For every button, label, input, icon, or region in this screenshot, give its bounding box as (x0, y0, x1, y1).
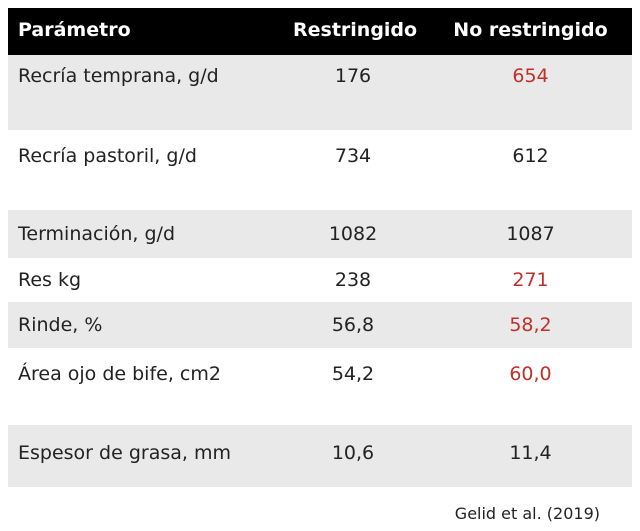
cell: 54,2 (331, 363, 375, 385)
cell: 1082 (328, 223, 378, 245)
header-row: Parámetro Restringido No restringido (8, 8, 632, 55)
cell: Recría temprana, g/d (18, 65, 219, 87)
table-row: Área ojo de bife, cm2 54,2 60,0 (8, 348, 632, 425)
header-cell: Parámetro (18, 19, 131, 41)
table-row: Espesor de grasa, mm 10,6 11,4 (8, 425, 632, 487)
table-row: Res kg 238 271 (8, 258, 632, 302)
cell: Res kg (18, 269, 82, 291)
header-cell: Restringido (293, 19, 418, 41)
cell: 58,2 (509, 314, 552, 336)
cell: Rinde, % (18, 314, 103, 336)
header-cell: No restringido (453, 19, 608, 41)
table-row: Terminación, g/d 1082 1087 (8, 210, 632, 258)
cell: 1087 (506, 223, 555, 245)
cell: Recría pastoril, g/d (18, 145, 197, 167)
source-note: Gelid et al. (2019) (454, 504, 600, 523)
cell: 56,8 (331, 314, 375, 336)
cell: 60,0 (509, 363, 552, 385)
cell: 612 (512, 145, 549, 167)
cell: 238 (334, 269, 372, 291)
cell: Espesor de grasa, mm (18, 442, 231, 464)
cell: 734 (334, 145, 372, 167)
cell: 10,6 (331, 442, 375, 464)
cell: 654 (512, 65, 549, 87)
cell: 176 (334, 65, 372, 87)
cell: 271 (512, 269, 549, 291)
table-row: Recría pastoril, g/d 734 612 (8, 130, 632, 210)
cell: 11,4 (509, 442, 552, 464)
cell: Terminación, g/d (18, 223, 176, 245)
table-row: Rinde, % 56,8 58,2 (8, 302, 632, 348)
cell: Área ojo de bife, cm2 (18, 363, 221, 385)
table-row: Recría temprana, g/d 176 654 (8, 55, 632, 130)
